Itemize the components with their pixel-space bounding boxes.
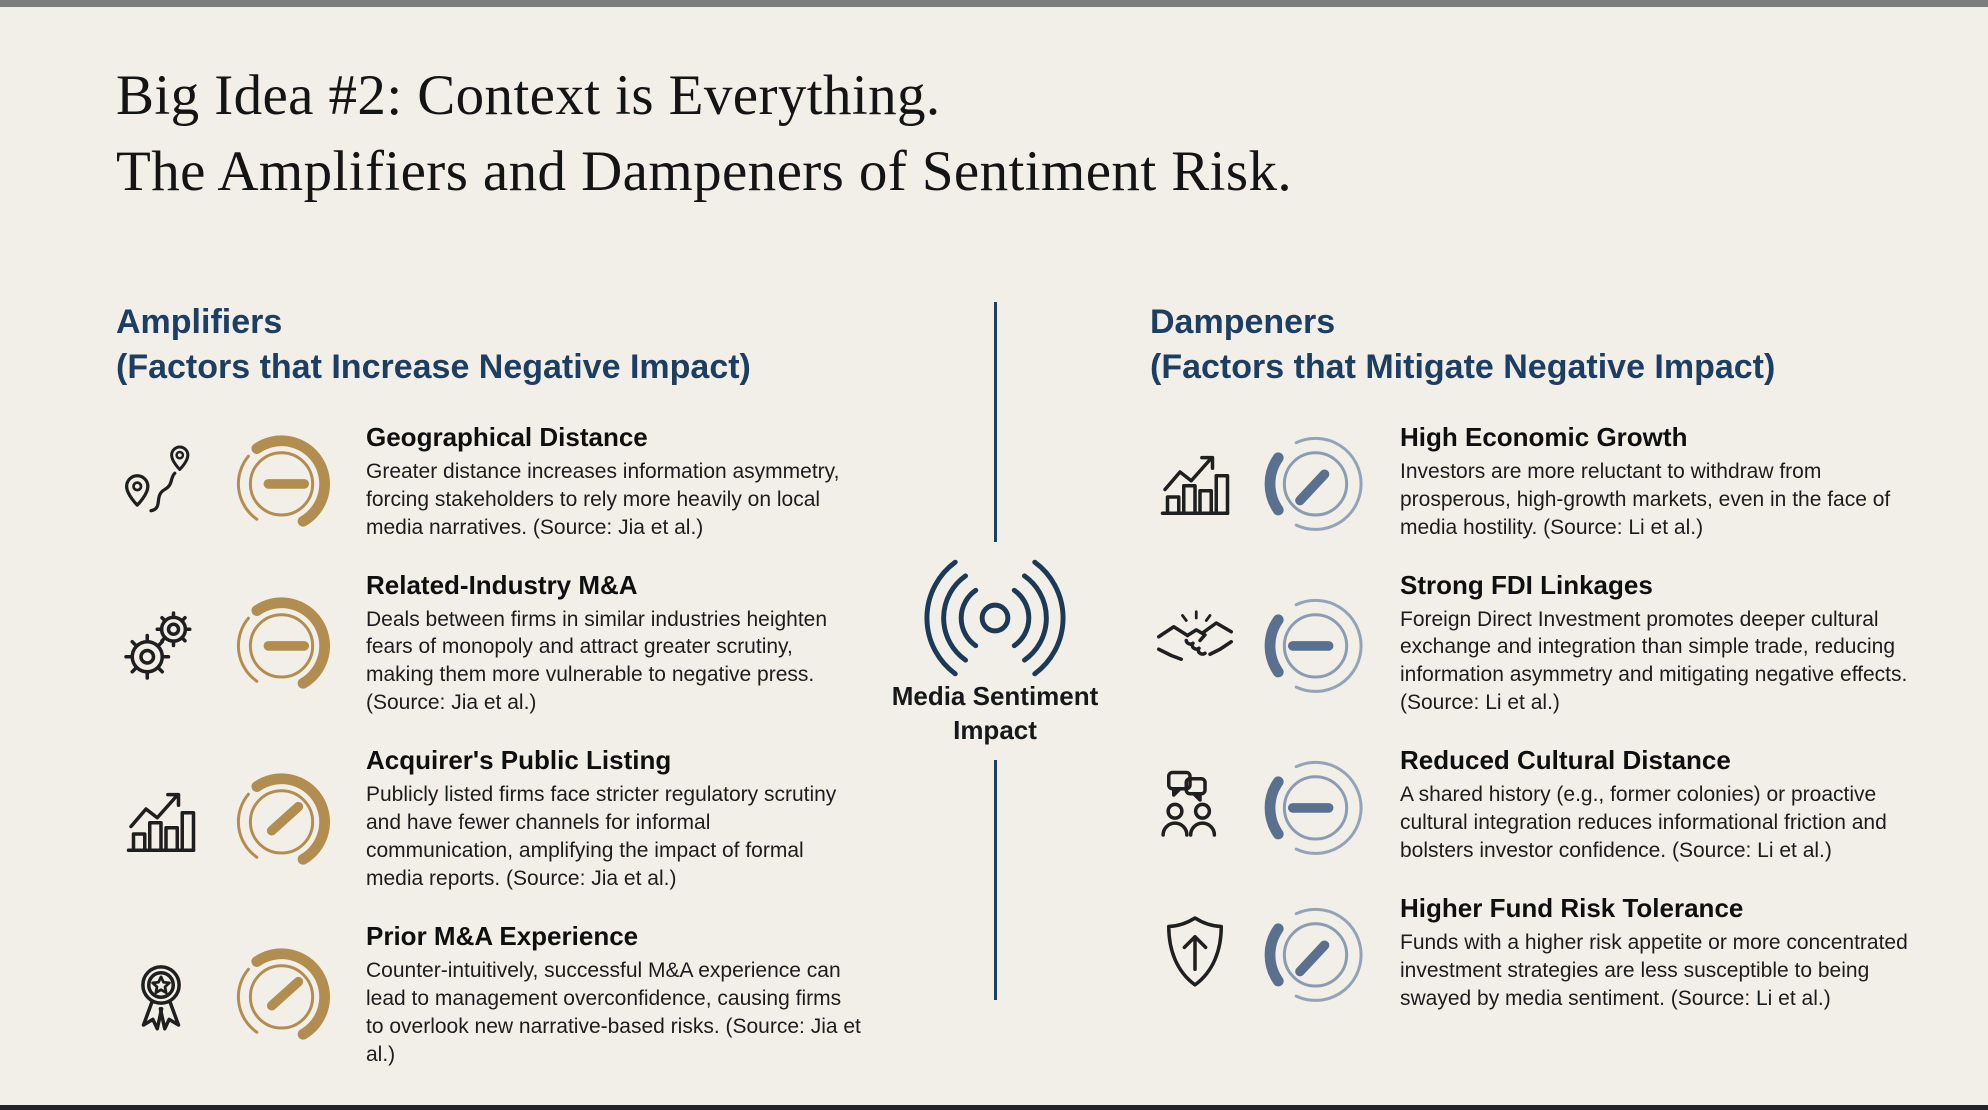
gauge-amplifier-icon xyxy=(222,586,340,701)
amplifiers-heading-line1: Amplifiers xyxy=(116,303,283,341)
factor-description: Publicly listed firms face stricter regu… xyxy=(366,783,837,890)
slide-title: Big Idea #2: Context is Everything. The … xyxy=(116,58,1292,210)
factor-title: Higher Fund Risk Tolerance xyxy=(1400,892,1744,923)
bar-chart-growth-icon xyxy=(1150,442,1240,522)
gauge-amplifier-icon xyxy=(222,762,340,877)
award-ribbon-icon xyxy=(116,955,206,1035)
center-label-line1: Media Sentiment xyxy=(891,681,1099,711)
center-label-line2: Impact xyxy=(953,714,1037,745)
amplifier-item-prior-experience: Prior M&A Experience Counter-intuitively… xyxy=(116,921,861,1069)
factor-description: Deals between firms in similar industrie… xyxy=(366,607,828,715)
dampener-item-cultural-distance: Reduced Cultural Distance A shared histo… xyxy=(1150,745,1930,865)
factor-title: High Economic Growth xyxy=(1400,421,1688,452)
factor-text: Related-Industry M&A Deals between firms… xyxy=(366,570,861,718)
people-conversation-icon xyxy=(1150,765,1240,845)
center-divider: Media Sentiment Impact xyxy=(868,302,1122,1000)
factor-description: Greater distance increases information a… xyxy=(366,459,840,539)
factor-description: Investors are more reluctant to withdraw… xyxy=(1400,459,1891,539)
broadcast-signal-icon xyxy=(868,558,1122,678)
slide-title-line2: The Amplifiers and Dampeners of Sentimen… xyxy=(116,139,1292,203)
factor-description: Funds with a higher risk appetite or mor… xyxy=(1400,930,1908,1010)
factor-text: Reduced Cultural Distance A shared histo… xyxy=(1400,745,1915,865)
factor-description: Counter-intuitively, successful M&A expe… xyxy=(366,958,861,1066)
handshake-icon xyxy=(1150,603,1240,683)
factor-title: Acquirer's Public Listing xyxy=(366,745,672,776)
dampeners-column: Dampeners (Factors that Mitigate Negativ… xyxy=(1150,300,1930,1041)
center-label: Media Sentiment Impact xyxy=(868,680,1122,748)
factor-description: Foreign Direct Investment promotes deepe… xyxy=(1400,607,1908,715)
slide-title-line1: Big Idea #2: Context is Everything. xyxy=(116,64,941,127)
divider-line-top xyxy=(993,302,997,542)
factor-title: Reduced Cultural Distance xyxy=(1400,745,1731,776)
bar-chart-growth-icon xyxy=(116,779,206,859)
dampener-item-fdi-linkages: Strong FDI Linkages Foreign Direct Inves… xyxy=(1150,570,1930,718)
shield-up-arrow-icon xyxy=(1150,913,1240,993)
dampener-item-risk-tolerance: Higher Fund Risk Tolerance Funds with a … xyxy=(1150,893,1930,1013)
amplifier-item-geographical-distance: Geographical Distance Greater distance i… xyxy=(116,422,861,542)
bottom-edge-strip xyxy=(0,1105,1988,1110)
factor-title: Prior M&A Experience xyxy=(366,920,639,951)
amplifier-item-public-listing: Acquirer's Public Listing Publicly liste… xyxy=(116,745,861,893)
factor-description: A shared history (e.g., former colonies)… xyxy=(1400,783,1887,863)
divider-line-bottom xyxy=(993,759,997,1000)
factor-title: Geographical Distance xyxy=(366,421,648,452)
factor-text: Strong FDI Linkages Foreign Direct Inves… xyxy=(1400,570,1915,718)
gauge-dampener-icon xyxy=(1256,424,1374,539)
factor-title: Strong FDI Linkages xyxy=(1400,569,1653,600)
dampeners-heading: Dampeners (Factors that Mitigate Negativ… xyxy=(1150,300,1930,390)
gauge-amplifier-icon xyxy=(222,424,340,539)
factor-text: Prior M&A Experience Counter-intuitively… xyxy=(366,921,861,1069)
gauge-dampener-icon xyxy=(1256,748,1374,863)
amplifiers-heading: Amplifiers (Factors that Increase Negati… xyxy=(116,300,861,390)
amplifiers-heading-line2: (Factors that Increase Negative Impact) xyxy=(116,347,751,386)
factor-text: High Economic Growth Investors are more … xyxy=(1400,422,1915,542)
route-map-icon xyxy=(116,442,206,522)
factor-text: Geographical Distance Greater distance i… xyxy=(366,422,861,542)
factor-title: Related-Industry M&A xyxy=(366,569,638,600)
dampener-item-economic-growth: High Economic Growth Investors are more … xyxy=(1150,422,1930,542)
gauge-dampener-icon xyxy=(1256,895,1374,1010)
factor-text: Acquirer's Public Listing Publicly liste… xyxy=(366,745,861,893)
amplifier-item-related-industry: Related-Industry M&A Deals between firms… xyxy=(116,570,861,718)
top-edge-strip xyxy=(0,0,1988,7)
gauge-amplifier-icon xyxy=(222,937,340,1052)
factor-text: Higher Fund Risk Tolerance Funds with a … xyxy=(1400,893,1915,1013)
dampeners-heading-line2: (Factors that Mitigate Negative Impact) xyxy=(1150,347,1776,386)
dampeners-heading-line1: Dampeners xyxy=(1150,303,1336,341)
gears-icon xyxy=(116,603,206,683)
gauge-dampener-icon xyxy=(1256,586,1374,701)
amplifiers-column: Amplifiers (Factors that Increase Negati… xyxy=(116,300,861,1097)
